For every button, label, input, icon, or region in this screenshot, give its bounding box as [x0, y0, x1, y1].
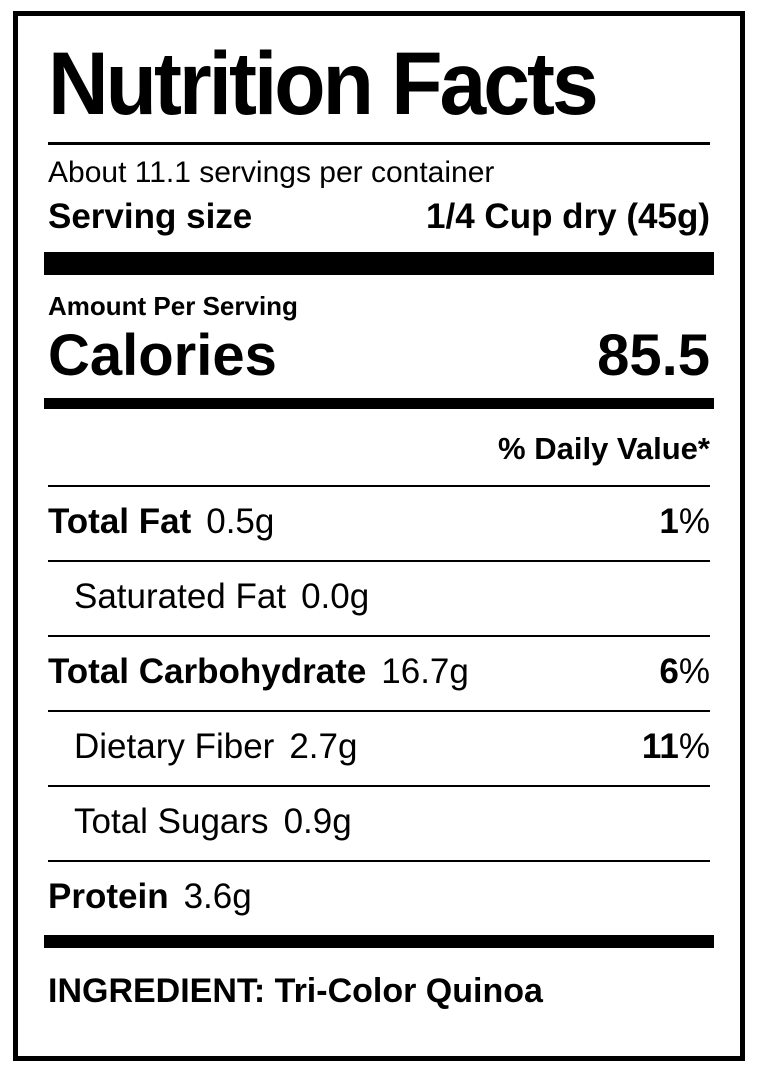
serving-size-label: Serving size — [48, 197, 253, 236]
daily-value-percent-sign: % — [678, 501, 710, 541]
nutrient-daily-value: 11% — [642, 726, 710, 768]
nutrient-text: Total Sugars 0.9g — [48, 801, 352, 843]
nutrient-row-dietary-fiber: Dietary Fiber 2.7g 11% — [48, 709, 710, 785]
nutrient-name: Protein — [48, 876, 169, 916]
serving-size-value: 1/4 Cup dry (45g) — [426, 197, 710, 236]
calories-value: 85.5 — [597, 323, 710, 389]
title-divider — [48, 142, 710, 145]
serving-size-row: Serving size 1/4 Cup dry (45g) — [48, 196, 710, 238]
nutrient-row-total-sugars: Total Sugars 0.9g — [48, 784, 710, 860]
nutrient-text: Saturated Fat 0.0g — [48, 576, 369, 618]
daily-value-percent-sign: % — [678, 651, 710, 691]
daily-value-number: 1 — [659, 501, 679, 541]
nutrient-daily-value: 6% — [659, 651, 710, 693]
daily-value-number: 6 — [659, 651, 679, 691]
nutrient-row-protein: Protein 3.6g — [48, 859, 710, 935]
nutrient-text: Protein 3.6g — [48, 876, 252, 918]
daily-value-number: 11 — [641, 726, 679, 766]
daily-value-header: % Daily Value* — [498, 430, 710, 466]
servings-per-container: About 11.1 servings per container — [48, 156, 495, 189]
nutrient-amount: 2.7g — [289, 726, 358, 766]
nutrient-text: Total Fat 0.5g — [48, 501, 274, 543]
nutrient-daily-value: 1% — [659, 501, 710, 543]
amount-per-serving-label: Amount Per Serving — [48, 291, 298, 321]
nutrient-name: Saturated Fat — [74, 576, 287, 616]
calories-label: Calories — [48, 323, 277, 389]
nutrient-row-total-carbohydrate: Total Carbohydrate 16.7g 6% — [48, 634, 710, 710]
nutrient-name: Dietary Fiber — [74, 726, 275, 766]
nutrient-name: Total Carbohydrate — [48, 651, 367, 691]
nutrient-text: Total Carbohydrate 16.7g — [48, 651, 469, 693]
nutrient-amount: 0.5g — [206, 501, 275, 541]
nutrient-row-saturated-fat: Saturated Fat 0.0g — [48, 559, 710, 635]
nutrient-text: Dietary Fiber 2.7g — [48, 726, 357, 768]
nutrient-name: Total Sugars — [74, 801, 269, 841]
thick-divider-bottom — [44, 934, 714, 948]
nutrient-name: Total Fat — [48, 501, 192, 541]
nutrient-amount: 0.9g — [283, 801, 352, 841]
nutrient-amount: 0.0g — [301, 576, 370, 616]
nutrient-amount: 3.6g — [183, 876, 252, 916]
calories-row: Calories 85.5 — [48, 324, 710, 388]
daily-value-percent-sign: % — [678, 726, 710, 766]
ingredient-statement: INGREDIENT: Tri-Color Quinoa — [48, 971, 543, 1010]
nutrient-amount: 16.7g — [381, 651, 469, 691]
thick-divider-top — [44, 252, 714, 275]
medium-divider — [44, 397, 714, 409]
label-title: Nutrition Facts — [48, 33, 599, 134]
nutrition-facts-label: Nutrition Facts About 11.1 servings per … — [13, 11, 745, 1061]
nutrient-row-total-fat: Total Fat 0.5g 1% — [48, 484, 710, 560]
